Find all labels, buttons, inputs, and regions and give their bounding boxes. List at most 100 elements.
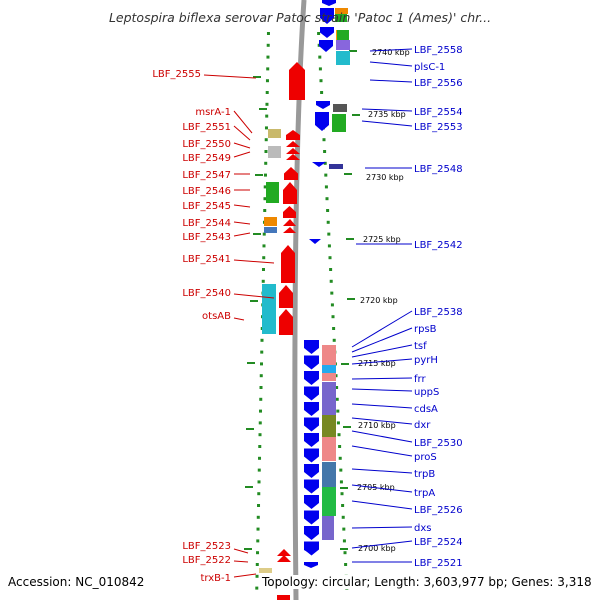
- gene-label-right: trpB: [414, 469, 435, 480]
- reverse-gene: [286, 130, 300, 140]
- minor-tick: [340, 487, 348, 489]
- gene-label-left: trxB-1: [200, 573, 231, 584]
- tick-dot: [266, 55, 270, 59]
- reverse-gene: [283, 219, 296, 226]
- tick-dot: [263, 185, 267, 189]
- minor-tick: [341, 363, 349, 365]
- gene-label-right: dxr: [414, 420, 431, 431]
- tick-dot: [342, 527, 346, 531]
- tick-dot: [341, 504, 345, 507]
- tick-dot: [258, 445, 262, 448]
- feature-block: [264, 227, 277, 233]
- forward-gene: [304, 402, 319, 416]
- leader-line: [233, 142, 251, 149]
- feature-block: [322, 373, 336, 381]
- topology-text: Topology: circular; Length: 3,603,977 bp…: [262, 575, 592, 589]
- tick-dot: [341, 515, 345, 519]
- tick-dot: [259, 386, 263, 389]
- feature-block: [329, 164, 343, 169]
- forward-gene: [320, 27, 334, 38]
- reverse-gene: [277, 595, 290, 600]
- feature-block: [322, 516, 334, 540]
- tick-dot: [262, 244, 266, 248]
- leader-line: [351, 540, 413, 549]
- forward-gene: [304, 386, 319, 401]
- leader-line: [361, 120, 413, 127]
- reverse-gene: [286, 154, 300, 160]
- reverse-gene: [284, 167, 298, 180]
- tick-dot: [266, 32, 270, 35]
- gene-label-right: LBF_2553: [414, 122, 463, 133]
- gene-label-right: tsf: [414, 341, 427, 352]
- tick-dot: [323, 161, 327, 165]
- tick-dot: [337, 433, 341, 437]
- forward-gene: [304, 417, 319, 432]
- minor-tick: [346, 238, 354, 240]
- forward-gene: [304, 495, 319, 509]
- gene-label-right: LBF_2542: [414, 240, 463, 251]
- forward-gene: [304, 433, 319, 447]
- gene-label-right: LBF_2526: [414, 505, 463, 516]
- gene-label-left: LBF_2555: [152, 69, 201, 80]
- tick-dot: [255, 574, 259, 578]
- tick-dot: [261, 279, 265, 283]
- feature-block: [336, 51, 350, 65]
- forward-gene: [320, 8, 334, 24]
- tick-dot: [329, 268, 333, 271]
- tick-dot: [258, 421, 262, 425]
- tick-dot: [264, 161, 268, 165]
- forward-gene: [316, 101, 330, 109]
- feature-block: [262, 284, 276, 334]
- feature-block: [337, 30, 349, 40]
- tick-dot: [326, 220, 330, 224]
- leader-line: [351, 327, 413, 353]
- kbp-label: 2730 kbp: [366, 173, 404, 182]
- tick-dot: [344, 563, 348, 566]
- leader-line: [351, 344, 413, 358]
- gene-label-left: LBF_2543: [182, 232, 231, 243]
- forward-gene: [304, 355, 319, 370]
- tick-dot: [259, 397, 263, 401]
- tick-dot: [319, 79, 323, 83]
- tick-dot: [325, 197, 329, 201]
- reverse-gene: [277, 555, 291, 562]
- gene-label-left: LBF_2541: [182, 254, 231, 265]
- leader-line: [351, 358, 413, 365]
- leader-line: [233, 293, 275, 299]
- leader-line: [233, 573, 257, 578]
- minor-tick: [340, 548, 348, 550]
- leader-line: [351, 468, 413, 474]
- leader-line: [233, 259, 275, 264]
- gene-label-left: LBF_2546: [182, 186, 231, 197]
- tick-dot: [338, 456, 342, 460]
- feature-block: [322, 415, 336, 437]
- tick-dot: [263, 209, 267, 212]
- forward-gene: [304, 371, 319, 385]
- gene-label-right: LBF_2548: [414, 164, 463, 175]
- tick-dot: [335, 397, 339, 401]
- leader-line: [351, 430, 413, 443]
- tick-dot: [330, 291, 334, 295]
- reverse-gene: [281, 245, 295, 283]
- feature-block: [266, 182, 279, 203]
- feature-block: [264, 217, 277, 226]
- tick-dot: [326, 209, 330, 212]
- gene-label-right: dxs: [414, 523, 431, 534]
- tick-dot: [327, 232, 331, 236]
- leader-line: [233, 317, 245, 321]
- gene-label-right: proS: [414, 452, 437, 463]
- tick-dot: [324, 185, 328, 189]
- leader-line: [203, 74, 257, 79]
- tick-dot: [257, 504, 261, 507]
- tick-dot: [256, 515, 260, 519]
- feature-block: [322, 345, 336, 367]
- tick-dot: [332, 327, 336, 330]
- leader-line: [233, 560, 249, 563]
- accession-text: Accession: NC_010842: [8, 575, 145, 589]
- forward-gene: [304, 546, 318, 554]
- gene-label-left: LBF_2544: [182, 218, 231, 229]
- gene-label-right: cdsA: [414, 404, 438, 415]
- tick-dot: [327, 244, 331, 248]
- reverse-gene: [279, 309, 293, 335]
- tick-dot: [260, 362, 264, 366]
